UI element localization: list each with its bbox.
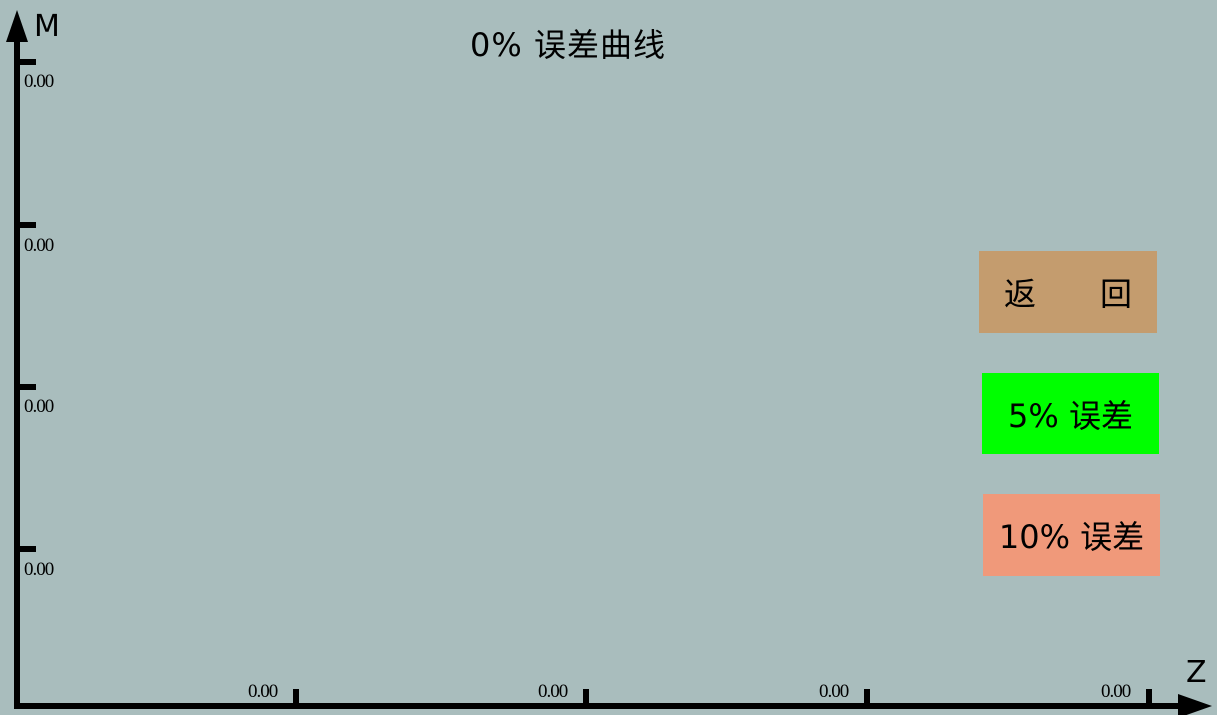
y-tick-label-4: 0.00	[24, 559, 54, 580]
y-tick-label-1: 0.00	[24, 71, 54, 92]
x-tick-3	[864, 689, 870, 705]
x-tick-label-2: 0.00	[538, 681, 568, 702]
x-axis-label: Z	[1186, 655, 1207, 690]
x-tick-2	[583, 689, 589, 705]
x-tick-1	[293, 689, 299, 705]
x-tick-label-1: 0.00	[248, 681, 278, 702]
y-tick-label-2: 0.00	[24, 235, 54, 256]
error-10-button[interactable]: 10% 误差	[983, 494, 1160, 576]
back-button[interactable]: 返 回	[979, 251, 1157, 333]
y-tick-label-3: 0.00	[24, 396, 54, 417]
error-5-button[interactable]: 5% 误差	[982, 373, 1159, 454]
x-axis-arrow	[1178, 694, 1212, 715]
page-title: 0% 误差曲线	[470, 26, 666, 64]
y-axis-label: M	[34, 9, 60, 44]
y-axis-arrow	[6, 10, 28, 42]
y-tick-3	[20, 384, 36, 390]
x-tick-label-4: 0.00	[1101, 681, 1131, 702]
x-tick-label-3: 0.00	[819, 681, 849, 702]
y-tick-2	[20, 222, 36, 228]
y-tick-4	[20, 546, 36, 552]
y-tick-1	[20, 59, 36, 65]
x-tick-4	[1146, 689, 1152, 705]
